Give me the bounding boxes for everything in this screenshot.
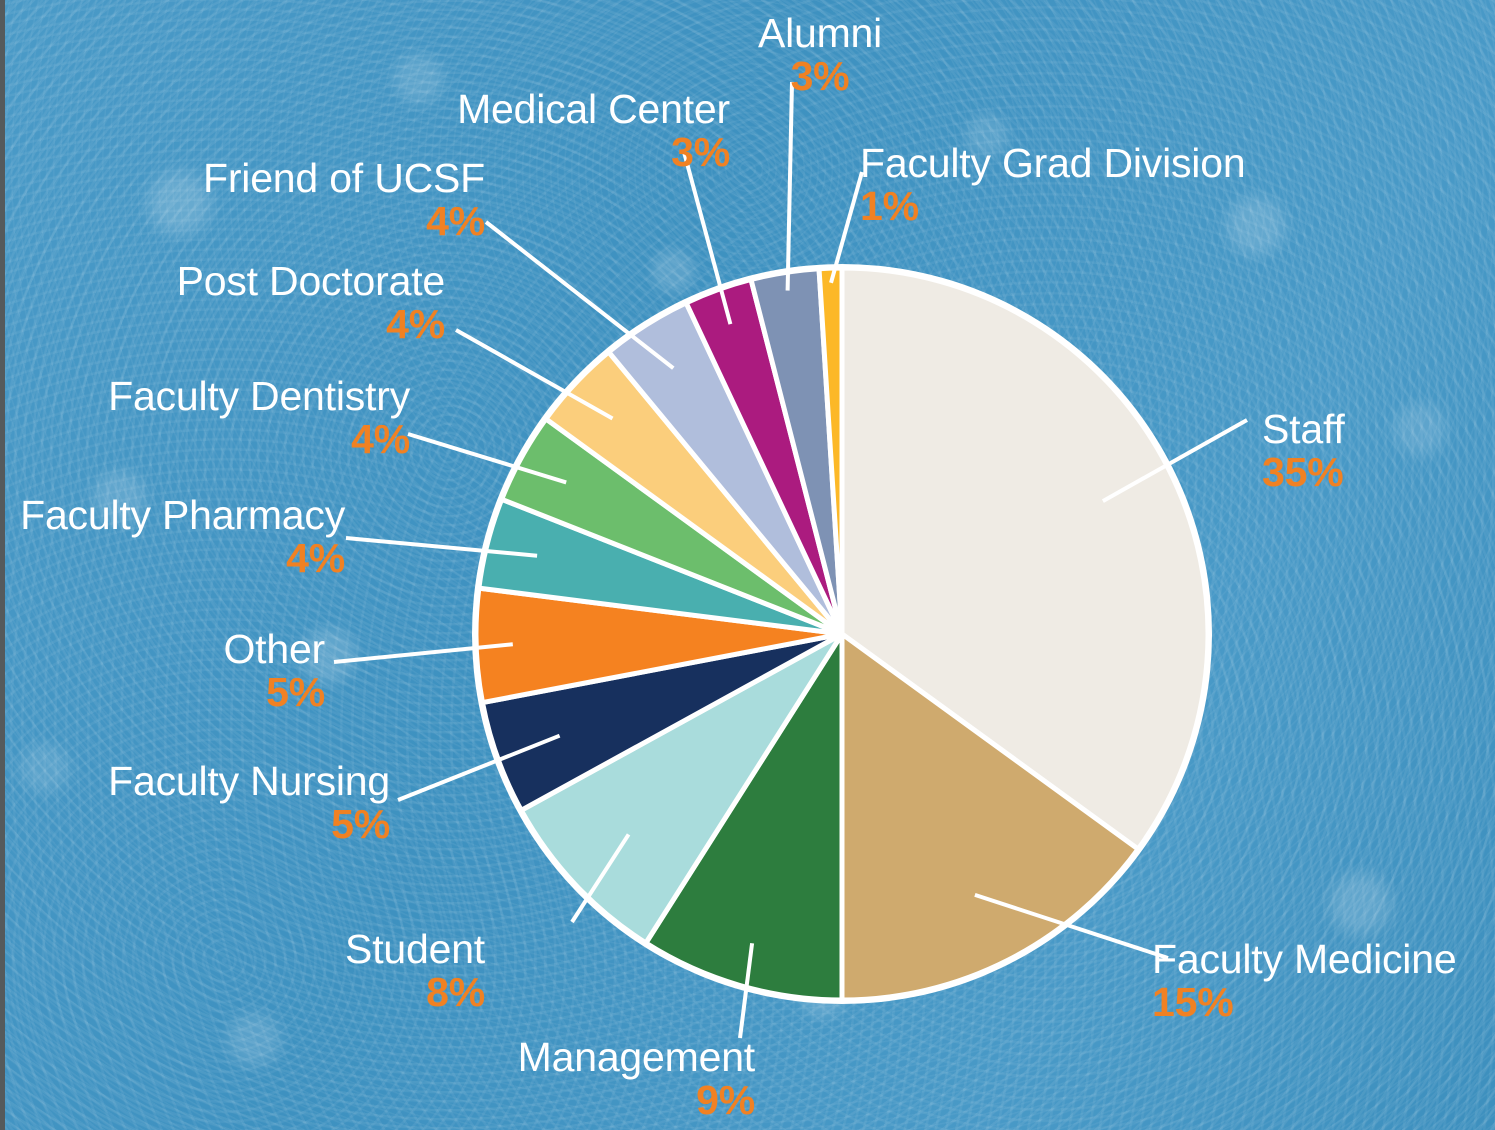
- label-faculty-medicine-name: Faculty Medicine: [1152, 936, 1457, 982]
- leader-line-management: [738, 943, 755, 1039]
- label-faculty-dentistry-pct: 4%: [351, 415, 410, 462]
- label-faculty-nursing-pct: 5%: [331, 800, 390, 847]
- label-medical-center-name: Medical Center: [457, 86, 730, 132]
- label-faculty-pharmacy-pct: 4%: [286, 534, 345, 581]
- label-faculty-grad-division-pct: 1%: [860, 182, 919, 229]
- label-faculty-pharmacy-name: Faculty Pharmacy: [20, 492, 345, 538]
- label-student: Student 8%: [160, 928, 485, 1013]
- label-faculty-nursing-name: Faculty Nursing: [108, 758, 390, 804]
- leader-line-faculty-pharmacy: [345, 536, 538, 558]
- label-alumni: Alumni 3%: [670, 12, 970, 97]
- label-faculty-grad-division: Faculty Grad Division 1%: [860, 142, 1280, 227]
- label-faculty-pharmacy: Faculty Pharmacy 4%: [0, 494, 345, 579]
- label-faculty-dentistry: Faculty Dentistry 4%: [25, 375, 410, 460]
- label-alumni-pct: 3%: [790, 52, 850, 99]
- label-faculty-nursing: Faculty Nursing 5%: [0, 760, 390, 845]
- label-staff-name: Staff: [1262, 406, 1345, 452]
- leader-line-staff: [1101, 418, 1248, 503]
- label-post-doctorate-pct: 4%: [386, 300, 445, 347]
- label-post-doctorate-name: Post Doctorate: [176, 258, 446, 304]
- label-post-doctorate: Post Doctorate 4%: [60, 258, 446, 347]
- label-faculty-medicine-pct: 15%: [1152, 978, 1234, 1025]
- label-medical-center-pct: 3%: [671, 128, 730, 175]
- leader-line-faculty-grad-division: [829, 171, 864, 284]
- pie-slice-management[interactable]: [643, 631, 845, 1003]
- leader-line-other: [333, 642, 513, 664]
- label-faculty-medicine: Faculty Medicine 15%: [1152, 938, 1495, 1023]
- label-other-name: Other: [223, 626, 325, 672]
- pie-slice-faculty-grad-division[interactable]: [816, 265, 845, 637]
- pie-slice-faculty-medicine[interactable]: [839, 631, 1141, 1003]
- label-medical-center: Medical Center 3%: [330, 88, 730, 173]
- label-staff: Staff 35%: [1262, 408, 1482, 493]
- label-other-pct: 5%: [266, 668, 325, 715]
- leader-line-faculty-medicine: [974, 892, 1169, 960]
- pie-slice-staff[interactable]: [839, 265, 1211, 852]
- label-student-pct: 8%: [426, 968, 485, 1015]
- left-border-strip: [0, 0, 5, 1130]
- leader-line-faculty-nursing: [397, 733, 561, 802]
- leader-line-post-doctorate: [455, 328, 614, 421]
- leader-line-student: [570, 833, 631, 924]
- leader-line-medical-center: [682, 151, 733, 325]
- label-management-pct: 9%: [696, 1076, 755, 1123]
- label-staff-pct: 35%: [1262, 448, 1344, 495]
- leader-line-group: [333, 81, 1248, 1039]
- label-friend-of-ucsf-name: Friend of UCSF: [203, 155, 485, 201]
- label-faculty-dentistry-name: Faculty Dentistry: [108, 373, 410, 419]
- label-friend-of-ucsf-pct: 4%: [426, 197, 485, 244]
- label-other: Other 5%: [60, 628, 325, 713]
- label-friend-of-ucsf: Friend of UCSF 4%: [100, 157, 485, 242]
- leader-line-alumni: [785, 81, 794, 291]
- pie-slice-student[interactable]: [518, 631, 845, 946]
- leader-line-faculty-dentistry: [407, 432, 567, 485]
- pie-slice-group: [472, 264, 1212, 1004]
- label-alumni-name: Alumni: [757, 10, 883, 56]
- label-student-name: Student: [345, 926, 485, 972]
- label-management: Management 9%: [375, 1034, 756, 1123]
- label-faculty-grad-division-name: Faculty Grad Division: [860, 140, 1246, 186]
- label-management-name: Management: [517, 1034, 756, 1080]
- leader-line-friend-of-ucsf: [484, 220, 675, 370]
